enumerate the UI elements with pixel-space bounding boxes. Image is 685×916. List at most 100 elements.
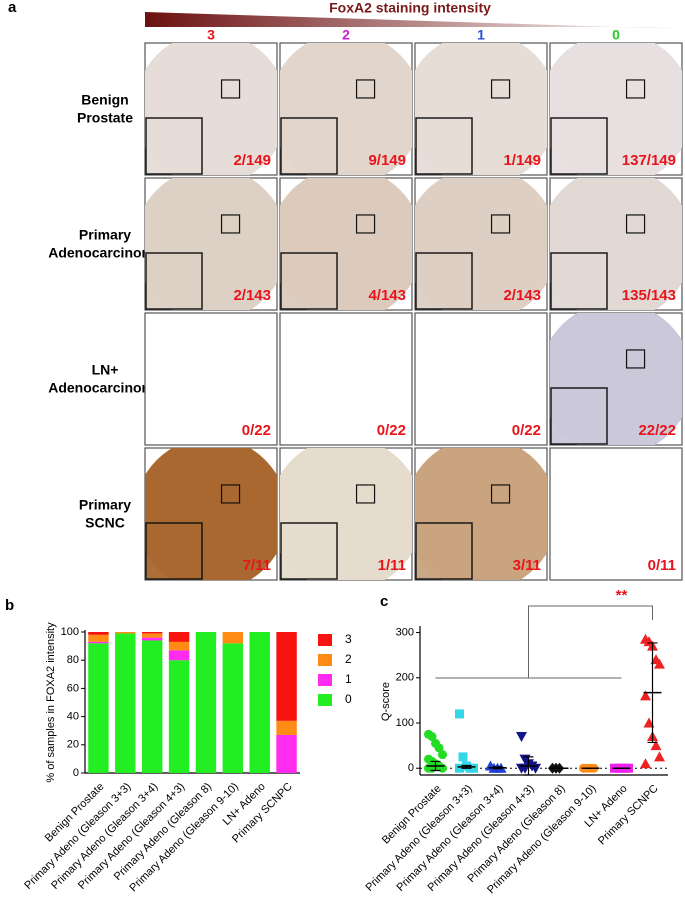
- legend-label: 0: [345, 692, 352, 706]
- inset-box: [220, 214, 241, 234]
- row-label: Adenocarcinoma: [48, 380, 162, 396]
- count-label: 135/143: [622, 287, 676, 304]
- error-bar: [647, 642, 658, 744]
- cell-frame: [279, 312, 413, 446]
- cell-frame: [144, 312, 278, 446]
- bar-segment: [195, 632, 217, 773]
- inset-box: [355, 484, 376, 504]
- bar-segment: [141, 640, 163, 773]
- bar-segment: [276, 632, 297, 721]
- row-label: Prostate: [77, 110, 133, 126]
- legend-swatch: [318, 674, 332, 686]
- inset-image: [280, 117, 338, 175]
- data-point: [516, 732, 527, 743]
- bar-segment: [222, 632, 244, 644]
- inset-box: [355, 79, 376, 99]
- data-point: [643, 717, 655, 728]
- inset-image: [280, 522, 338, 580]
- significance-bracket: [528, 605, 653, 678]
- count-label: 1/149: [503, 152, 541, 169]
- data-point: [469, 763, 478, 773]
- cell-frame: [414, 312, 548, 446]
- count-label: 0/22: [242, 422, 271, 439]
- inset-image: [550, 387, 608, 445]
- data-point: [458, 752, 468, 762]
- count-label: 0/22: [377, 422, 406, 439]
- bar-segment: [276, 720, 297, 735]
- bar-segment: [249, 632, 270, 773]
- bar-segment: [141, 637, 163, 641]
- y-tick-label: 60: [67, 682, 79, 694]
- inset-box: [355, 214, 376, 234]
- data-point: [438, 763, 447, 773]
- count-label: 7/11: [243, 557, 271, 574]
- y-tick-label: 0: [73, 767, 79, 779]
- count-label: 3/11: [513, 557, 541, 574]
- error-bar: [523, 756, 534, 776]
- bar-segment: [141, 632, 163, 634]
- data-point: [434, 743, 444, 753]
- data-point: [650, 740, 662, 751]
- intensity-gradient: [145, 12, 680, 29]
- inset-box: [490, 484, 511, 504]
- error-bar: [430, 760, 441, 772]
- inset-image: [550, 117, 608, 175]
- inset-image: [280, 252, 338, 310]
- count-label: 137/149: [622, 152, 676, 169]
- legend-label: 1: [345, 672, 352, 686]
- data-point: [654, 751, 665, 762]
- data-point: [455, 709, 464, 719]
- gradient-title: FoxA2 staining intensity: [329, 0, 491, 16]
- row-label: Benign: [81, 92, 128, 108]
- inset-box: [490, 214, 511, 234]
- cell-frame: [549, 447, 683, 581]
- bar-segment: [168, 650, 190, 661]
- row-label: Primary: [79, 497, 131, 513]
- bar-segment: [222, 643, 244, 773]
- legend-label: 2: [345, 652, 352, 666]
- error-bar: [461, 764, 472, 769]
- column-header: 1: [477, 27, 485, 43]
- row-label: SCNC: [85, 515, 125, 531]
- legend-label: 3: [345, 632, 352, 646]
- y-tick-label: 80: [67, 654, 79, 666]
- row-label: Primary: [79, 227, 131, 243]
- data-point: [427, 732, 437, 742]
- bar-segment: [88, 643, 109, 773]
- bar-segment: [276, 734, 297, 773]
- inset-image: [415, 522, 473, 580]
- data-point: [438, 750, 447, 760]
- data-point: [640, 758, 651, 769]
- panel-label: b: [5, 597, 14, 614]
- count-label: 4/143: [368, 287, 406, 304]
- inset-box: [220, 484, 241, 504]
- significance-label: **: [616, 587, 628, 604]
- row-label: Adenocarcinoma: [48, 245, 162, 261]
- panel-label: a: [8, 0, 17, 16]
- legend-swatch: [318, 654, 332, 666]
- count-label: 0/11: [648, 557, 676, 574]
- count-label: 22/22: [638, 422, 676, 439]
- y-tick-label: 300: [396, 626, 414, 638]
- y-tick-label: 100: [61, 626, 79, 638]
- bar-segment: [115, 633, 136, 773]
- bar-segment: [88, 641, 109, 644]
- panel-label: c: [380, 593, 388, 610]
- bar-segment: [168, 660, 190, 773]
- inset-image: [415, 252, 473, 310]
- bar-segment: [88, 632, 109, 635]
- y-tick-label: 0: [408, 762, 414, 774]
- y-tick-label: 40: [67, 711, 79, 723]
- inset-box: [625, 349, 646, 369]
- count-label: 2/149: [233, 152, 271, 169]
- inset-image: [145, 522, 203, 580]
- y-tick-label: 20: [67, 739, 79, 751]
- bar-segment: [168, 641, 190, 651]
- column-header: 0: [612, 27, 620, 43]
- inset-box: [625, 79, 646, 99]
- data-point: [654, 658, 665, 669]
- inset-image: [550, 252, 608, 310]
- row-label: LN+: [92, 362, 119, 378]
- count-label: 9/149: [368, 152, 406, 169]
